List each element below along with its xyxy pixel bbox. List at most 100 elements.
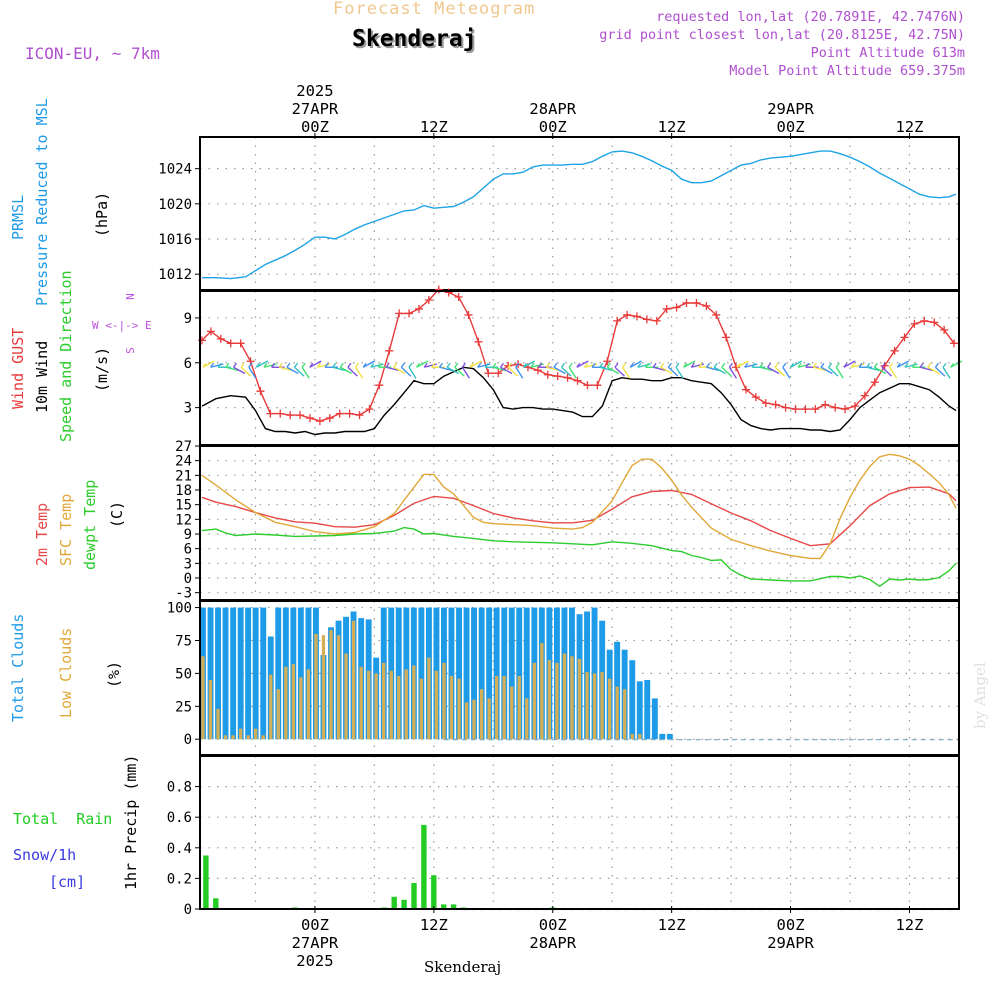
wind-direction-arrow bbox=[316, 362, 321, 368]
low_clouds-bar bbox=[216, 708, 220, 740]
wind-direction-arrow bbox=[240, 362, 245, 368]
gust-marker bbox=[385, 346, 394, 355]
low_clouds-bar bbox=[269, 674, 273, 740]
low_clouds-bar bbox=[442, 662, 446, 740]
top-time-label: 12Z bbox=[658, 118, 686, 136]
sfc-line bbox=[201, 453, 957, 560]
temp-unit: (C) bbox=[108, 500, 126, 528]
gust-marker bbox=[920, 316, 929, 325]
wind-direction-arrow bbox=[927, 366, 940, 375]
total_clouds-bar bbox=[215, 607, 221, 740]
subtitle: Forecast Meteogram bbox=[333, 0, 536, 19]
wind-direction-arrow bbox=[492, 366, 506, 372]
model-name: ICON-EU, ~ 7km bbox=[25, 44, 160, 63]
bottom-time-label: 12Z bbox=[420, 916, 448, 934]
wind-direction-arrow bbox=[942, 362, 947, 368]
wind-direction-arrow bbox=[820, 366, 833, 375]
total_clouds-bar bbox=[252, 607, 259, 740]
gust-marker bbox=[831, 403, 840, 412]
gust-marker bbox=[236, 339, 245, 348]
rain-label: Total Rain bbox=[13, 810, 113, 828]
point-altitude: Point Altitude 613m bbox=[810, 45, 965, 61]
wind-direction-arrow bbox=[469, 362, 474, 368]
low_clouds-bar bbox=[359, 666, 363, 740]
wind-direction-arrow bbox=[263, 362, 268, 368]
gust-marker bbox=[305, 414, 314, 423]
gust-marker bbox=[593, 381, 602, 390]
wind-direction-arrow bbox=[271, 362, 276, 368]
gust-marker bbox=[206, 327, 215, 336]
low_clouds-bar bbox=[570, 656, 574, 740]
gust-marker bbox=[256, 387, 265, 396]
low_clouds-bar bbox=[412, 665, 416, 740]
gust-marker bbox=[623, 310, 632, 319]
total_clouds-bar bbox=[260, 607, 267, 740]
total_clouds-bar bbox=[478, 607, 485, 740]
low_clouds-bar bbox=[630, 733, 634, 740]
sfc-temp-label: SFC Temp bbox=[57, 493, 75, 566]
wind-direction-arrow bbox=[515, 362, 520, 368]
wind-direction-arrow bbox=[782, 362, 787, 368]
wind-direction-arrow bbox=[576, 360, 589, 368]
gust-marker bbox=[741, 385, 750, 394]
clouds-unit: (%) bbox=[105, 660, 123, 688]
gust-marker bbox=[405, 309, 414, 318]
low_clouds-bar bbox=[615, 686, 619, 740]
total_clouds-bar bbox=[516, 607, 523, 740]
wind-direction-arrow bbox=[347, 366, 358, 377]
wind-direction-arrow bbox=[225, 362, 230, 368]
temperature-ytick-label: -3 bbox=[175, 586, 192, 602]
low_clouds-bar bbox=[585, 672, 589, 740]
low_clouds-bar bbox=[525, 698, 529, 740]
wind-frame bbox=[199, 290, 960, 446]
temperature-ytick-label: 0 bbox=[184, 571, 192, 587]
wind-direction-arrow bbox=[454, 362, 459, 368]
low_clouds-bar bbox=[208, 680, 213, 740]
wind-direction-arrow bbox=[446, 366, 459, 375]
wind-direction-arrow bbox=[538, 362, 543, 368]
low_clouds-bar bbox=[246, 735, 250, 740]
wind-direction-arrow bbox=[233, 366, 246, 375]
gust-marker bbox=[841, 405, 850, 414]
rain-bar bbox=[203, 855, 209, 909]
gust-marker bbox=[801, 405, 810, 414]
gust-marker bbox=[553, 372, 562, 381]
low_clouds-bar bbox=[434, 670, 439, 740]
wind-direction-arrow bbox=[629, 360, 642, 368]
wind-direction-arrow bbox=[553, 362, 558, 368]
gust-marker bbox=[543, 370, 552, 379]
low_clouds-bar bbox=[592, 673, 597, 740]
wind-direction-arrow bbox=[774, 362, 779, 368]
wind-direction-arrow bbox=[347, 362, 352, 368]
rain-bar bbox=[391, 896, 397, 909]
wind-direction-arrow bbox=[660, 366, 673, 375]
pressure-panel: 1012 1016 1020 1024 bbox=[158, 136, 960, 291]
wind-direction-arrow bbox=[446, 362, 451, 368]
gridpoint-coords: grid point closest lon,lat (20.8125E, 42… bbox=[599, 27, 965, 43]
precip-ytick-label: 0.8 bbox=[167, 780, 192, 796]
clouds-ytick-label: 75 bbox=[175, 633, 192, 649]
rain-bar bbox=[431, 875, 437, 909]
gust-marker bbox=[870, 378, 879, 387]
gust-marker bbox=[216, 334, 225, 343]
low_clouds-bar bbox=[291, 664, 295, 740]
wind-direction-arrow bbox=[652, 366, 666, 372]
wind-direction-arrow bbox=[370, 362, 375, 368]
wind-direction-arrow bbox=[934, 366, 946, 377]
wind-direction-arrow bbox=[813, 366, 827, 372]
wind-direction-arrow bbox=[850, 362, 856, 368]
wind-direction-arrow bbox=[728, 362, 733, 368]
top-time-label: 28APR bbox=[529, 100, 576, 118]
total_clouds-bar bbox=[636, 681, 643, 740]
gust-marker bbox=[821, 400, 830, 409]
wind-direction-arrow bbox=[210, 362, 215, 368]
wind-direction-arrow bbox=[240, 366, 252, 377]
wind-direction-arrow bbox=[721, 366, 732, 377]
requested-coords: requested lon,lat (20.7891E, 42.7476N) bbox=[656, 9, 965, 25]
wind-direction-arrow bbox=[393, 366, 406, 375]
wind-direction-arrow bbox=[385, 366, 399, 372]
low_clouds-bar bbox=[540, 643, 544, 740]
gust-marker bbox=[692, 298, 701, 307]
top-time-label: 12Z bbox=[895, 118, 923, 136]
precip-ytick-label: 0.4 bbox=[167, 841, 192, 857]
